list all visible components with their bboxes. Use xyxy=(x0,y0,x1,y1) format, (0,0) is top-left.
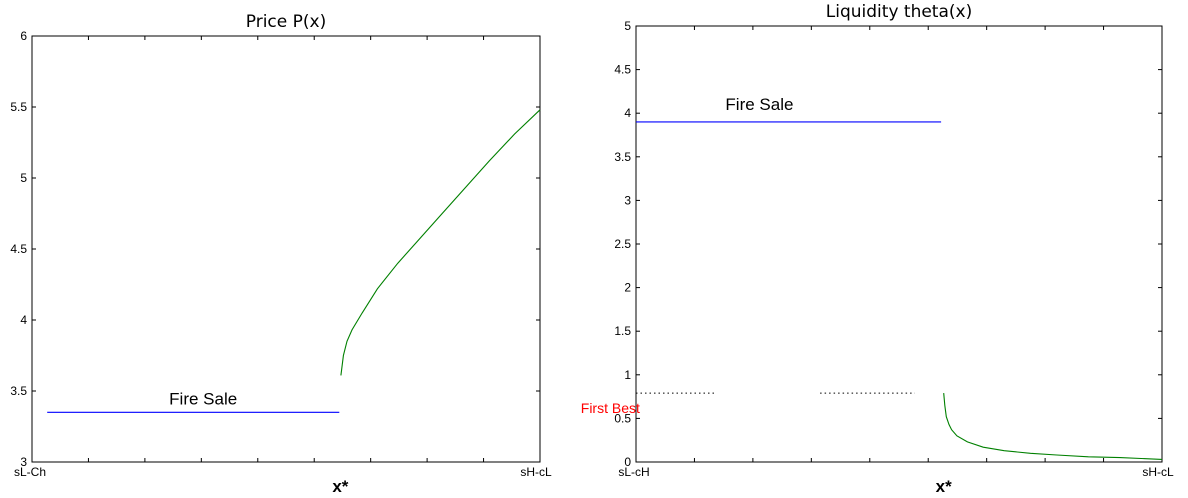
price-chart-title: Price P(x) xyxy=(246,12,326,32)
y-tick-label: 1 xyxy=(624,368,631,382)
liquidity-chart-x-left-label: sL-cH xyxy=(618,465,649,479)
price-chart-x-left-label: sL-Ch xyxy=(14,465,46,479)
y-tick-label: 2 xyxy=(624,281,631,295)
y-tick-label: 3 xyxy=(624,193,631,207)
y-tick-label: 3.5 xyxy=(614,150,631,164)
price-chart-x-star-label: x* xyxy=(332,477,348,496)
y-tick-label: 0 xyxy=(624,455,631,469)
liquidity-chart-ticks: 0 0.5 1 1.5 2 2.5 3 3.5 4 4.5 5 xyxy=(614,19,1162,469)
y-tick-label: 4.5 xyxy=(10,242,27,256)
price-chart-fire-sale-label: Fire Sale xyxy=(169,389,237,408)
y-tick-label: 4.5 xyxy=(614,63,631,77)
liquidity-chart-x-star-label: x* xyxy=(936,477,952,496)
liquidity-chart-series xyxy=(636,121,1163,460)
y-tick-label: 3 xyxy=(20,455,27,469)
y-tick-label: 0.5 xyxy=(614,411,631,425)
liquidity-chart: Liquidity theta(x) 0 0.5 1 1.5 2 2.5 3 3.5 4 4.5 5… xyxy=(581,2,1174,496)
series-line-3 xyxy=(943,393,1163,460)
y-tick-label: 4 xyxy=(20,313,27,327)
price-chart-ticks: 3 3.5 4 4.5 5 5.5 6 xyxy=(10,29,540,469)
y-tick-label: 1.5 xyxy=(614,324,631,338)
y-tick-label: 3.5 xyxy=(10,384,27,398)
price-chart-axes-box xyxy=(31,35,541,463)
liquidity-chart-x-right-label: sH-cL xyxy=(1142,465,1174,479)
liquidity-chart-first-best-label: First Best xyxy=(581,400,640,416)
y-tick-label: 4 xyxy=(624,106,631,120)
price-chart-x-right-label: sH-cL xyxy=(520,465,552,479)
liquidity-chart-axes-box xyxy=(635,25,1163,463)
liquidity-chart-title: Liquidity theta(x) xyxy=(826,2,972,22)
price-chart-series xyxy=(47,109,541,413)
y-tick-label: 5 xyxy=(624,19,631,33)
liquidity-chart-fire-sale-label: Fire Sale xyxy=(725,95,793,114)
y-tick-label: 5.5 xyxy=(10,100,27,114)
y-tick-label: 2.5 xyxy=(614,237,631,251)
price-chart: Price P(x) 33.544.555.56 sL-Ch sH-cL x* … xyxy=(10,12,552,496)
y-tick-label: 5 xyxy=(20,171,27,185)
y-tick-label: 6 xyxy=(20,29,27,43)
series-line-1 xyxy=(340,109,541,376)
